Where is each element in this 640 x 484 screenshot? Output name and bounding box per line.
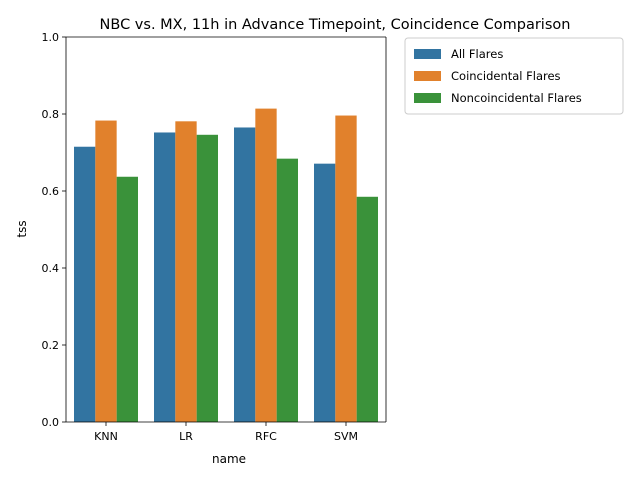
legend: All Flares Coincidental Flares Noncoincide… — [404, 37, 624, 115]
bar-knn-series-1 — [95, 120, 117, 423]
bar-knn-series-0 — [74, 146, 96, 423]
bar-svm-series-2 — [356, 196, 378, 422]
bar-rfc-series-2 — [276, 158, 298, 422]
bar-rfc-series-1 — [255, 108, 277, 423]
bar-rfc-series-0 — [234, 127, 256, 422]
y-tick-label: 0.4 — [42, 262, 60, 275]
bar-svm-series-1 — [335, 115, 357, 422]
x-tick-label-svm: SVM — [334, 430, 358, 443]
x-tick-label-lr: LR — [179, 430, 193, 443]
y-tick-label: 1.0 — [42, 31, 60, 44]
legend-label-0: All Flares — [451, 47, 503, 61]
bar-lr-series-1 — [175, 121, 197, 422]
bar-lr-series-2 — [196, 134, 218, 423]
bar-svm-series-0 — [314, 163, 336, 422]
bar-lr-series-0 — [154, 132, 176, 423]
x-axis-label: name — [212, 452, 246, 466]
x-tick-label-rfc: RFC — [255, 430, 277, 443]
legend-swatch-2 — [414, 93, 441, 103]
legend-label-2: Noncoincidental Flares — [451, 91, 582, 105]
legend-swatch-1 — [414, 71, 441, 81]
chart-title: NBC vs. MX, 11h in Advance Timepoint, Co… — [100, 17, 571, 33]
legend-swatch-0 — [414, 49, 441, 59]
plot-area: 0.0 0.2 0.4 0.6 0.8 1.0 KNN LR RFC SVM — [42, 31, 387, 443]
y-tick-label: 0.6 — [42, 185, 60, 198]
y-tick-label: 0.2 — [42, 339, 60, 352]
y-tick-label: 0.0 — [42, 416, 60, 429]
bar-knn-series-2 — [116, 176, 138, 422]
legend-frame — [404, 37, 624, 115]
y-axis-label: tss — [15, 220, 29, 237]
x-tick-label-knn: KNN — [94, 430, 118, 443]
legend-label-1: Coincidental Flares — [451, 69, 561, 83]
y-tick-label: 0.8 — [42, 108, 60, 121]
